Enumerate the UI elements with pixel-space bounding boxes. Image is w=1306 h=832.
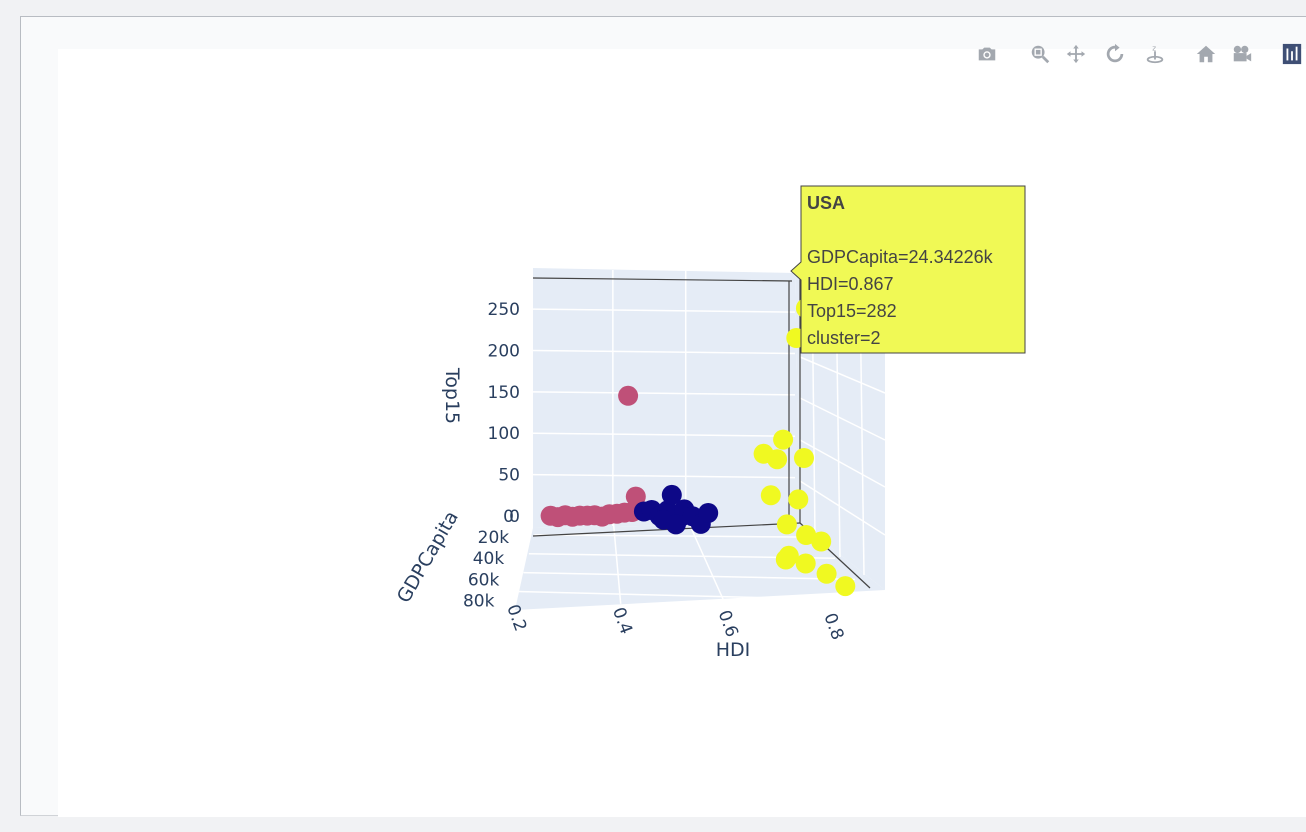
tooltip-line-top15: Top15=282 xyxy=(807,301,897,321)
camera-icon[interactable] xyxy=(974,40,1000,68)
gdpcapita-tick-label: 0 xyxy=(503,507,514,527)
turntable-rotation-icon[interactable]: z xyxy=(1142,40,1168,68)
top15-tick-label: 100 xyxy=(488,424,520,444)
top15-tick-label: 200 xyxy=(488,341,520,361)
hdi-tick-label: 0.8 xyxy=(819,610,847,642)
data-point-cluster-1[interactable] xyxy=(625,486,646,507)
reset-camera-last-save-icon[interactable] xyxy=(1229,40,1255,68)
gdpcapita-tick-label: 60k xyxy=(468,570,500,590)
plotly-logo-icon[interactable] xyxy=(1279,40,1305,68)
scene-floor xyxy=(515,523,885,610)
modebar: z xyxy=(972,40,1306,68)
top15-axis-title: Top15 xyxy=(441,367,463,424)
tooltip-line-gdp: GDPCapita=24.34226k xyxy=(807,247,994,267)
data-point-cluster-2[interactable] xyxy=(778,545,799,566)
top15-tick-label: 0 xyxy=(509,507,520,527)
tooltip-line-cluster: cluster=2 xyxy=(807,328,881,348)
gdpcapita-tick-label: 80k xyxy=(463,591,495,611)
data-point-cluster-2[interactable] xyxy=(788,489,809,510)
data-point-cluster-2[interactable] xyxy=(773,429,794,450)
top15-tick-label: 150 xyxy=(488,383,520,403)
tooltip-line-hdi: HDI=0.867 xyxy=(807,274,894,294)
reset-camera-home-icon[interactable] xyxy=(1193,40,1219,68)
hdi-tick-label: 0.4 xyxy=(608,605,636,637)
tooltip-title: USA xyxy=(807,193,845,213)
hdi-tick-labels: 0.2 0.4 0.6 0.8 xyxy=(502,602,847,643)
data-point-cluster-0[interactable] xyxy=(661,484,682,505)
data-point-cluster-2[interactable] xyxy=(795,553,816,574)
orbit-rotation-icon[interactable] xyxy=(1102,40,1128,68)
grid-top15 xyxy=(532,308,796,479)
pan-icon[interactable] xyxy=(1063,40,1089,68)
svg-text:z: z xyxy=(1152,43,1156,52)
gdpcapita-tick-label: 40k xyxy=(473,549,505,569)
hdi-axis-title: HDI xyxy=(716,639,751,661)
grid-hdi xyxy=(612,270,687,526)
data-point-cluster-2[interactable] xyxy=(796,525,817,545)
data-point-cluster-0[interactable] xyxy=(665,514,686,535)
top15-tick-label: 50 xyxy=(498,466,520,486)
top15-tick-labels: 0 50 100 150 200 250 xyxy=(488,300,520,527)
data-point-cluster-0[interactable] xyxy=(698,503,719,523)
hover-tooltip: USA GDPCapita=24.34226k HDI=0.867 Top15=… xyxy=(790,185,1026,354)
gdpcapita-axis-title: GDPCapita xyxy=(393,507,463,606)
data-point-cluster-1[interactable] xyxy=(618,385,639,406)
data-point-cluster-2[interactable] xyxy=(816,563,837,584)
tooltip-box xyxy=(790,185,1026,354)
zoom-icon[interactable] xyxy=(1027,40,1053,68)
data-point-cluster-2[interactable] xyxy=(835,576,856,597)
data-point-cluster-2[interactable] xyxy=(767,449,788,470)
data-point-cluster-2[interactable] xyxy=(811,531,832,552)
hdi-tick-label: 0.6 xyxy=(714,608,742,640)
data-point-cluster-2[interactable] xyxy=(776,514,797,535)
scene-back-wall xyxy=(533,268,800,528)
data-point-cluster-2[interactable] xyxy=(794,448,814,468)
data-points[interactable] xyxy=(540,298,856,597)
gdpcapita-tick-label: 20k xyxy=(478,528,510,548)
data-point-cluster-2[interactable] xyxy=(760,485,781,506)
top15-tick-label: 250 xyxy=(488,300,520,320)
